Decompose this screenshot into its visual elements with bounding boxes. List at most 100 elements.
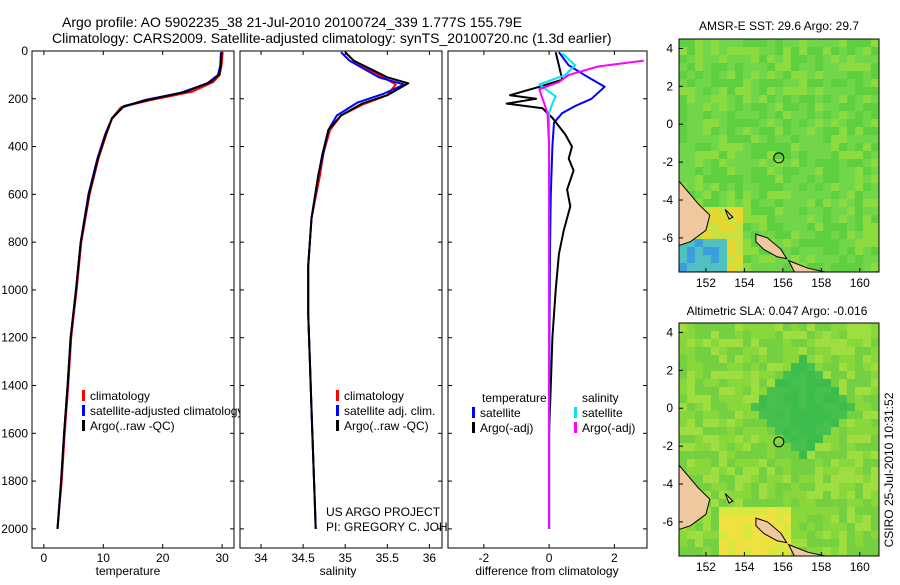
difference-panel: -2 0 2 temperature salinitysatelliteArgo(-a… xyxy=(447,50,648,578)
map-cell xyxy=(695,135,703,143)
map-cell xyxy=(751,515,759,523)
map-cell xyxy=(775,255,783,263)
map-cell xyxy=(831,339,839,347)
map-cell xyxy=(799,143,807,151)
x-tick-label: 0 xyxy=(546,551,553,565)
map-cell xyxy=(823,71,831,79)
map-cell xyxy=(783,215,791,223)
map-cell xyxy=(799,475,807,483)
map-cell xyxy=(839,403,847,411)
map-cell xyxy=(815,347,823,355)
map-cell xyxy=(863,191,871,199)
map-cell xyxy=(687,103,695,111)
map-cell xyxy=(855,183,863,191)
map-cell xyxy=(799,87,807,95)
map-cell xyxy=(823,79,831,87)
map-cell xyxy=(799,239,807,247)
map-cell xyxy=(727,499,735,507)
map-cell xyxy=(767,39,775,47)
map-cell xyxy=(711,183,719,191)
map-cell xyxy=(807,507,815,515)
map-cell xyxy=(695,111,703,119)
map-cell xyxy=(855,523,863,531)
map-cell xyxy=(759,491,767,499)
map-cell xyxy=(815,451,823,459)
map-cell xyxy=(679,427,687,435)
map-cell xyxy=(847,523,855,531)
map-cell xyxy=(807,323,815,331)
map-cell xyxy=(815,419,823,427)
map-cell xyxy=(711,223,719,231)
map-cell xyxy=(703,395,711,403)
map-cell xyxy=(727,47,735,55)
map-cell xyxy=(863,387,871,395)
map-cell xyxy=(847,411,855,419)
map-cell xyxy=(759,135,767,143)
map-cell xyxy=(711,191,719,199)
map-cell xyxy=(815,395,823,403)
map-cell xyxy=(855,379,863,387)
map-cell xyxy=(823,95,831,103)
x-tick-label: 30 xyxy=(215,551,229,565)
map-cell xyxy=(679,119,687,127)
map-cell xyxy=(711,263,719,271)
map-cell xyxy=(727,127,735,135)
legend-entry: satellite adj. clim. xyxy=(344,404,435,418)
map-cell xyxy=(767,339,775,347)
map-cell xyxy=(847,55,855,63)
map-cell xyxy=(727,451,735,459)
map-cell xyxy=(711,151,719,159)
map-cell xyxy=(719,379,727,387)
map-cell xyxy=(767,323,775,331)
map-cell xyxy=(727,119,735,127)
map-cell xyxy=(855,199,863,207)
legend-swatch xyxy=(336,405,339,416)
map-cell xyxy=(855,79,863,87)
map-cell xyxy=(719,323,727,331)
map-cell xyxy=(807,111,815,119)
map-cell xyxy=(759,443,767,451)
map-cell xyxy=(775,491,783,499)
map-cell xyxy=(791,499,799,507)
map-cell xyxy=(695,95,703,103)
map-cell xyxy=(799,531,807,539)
map-cell xyxy=(703,127,711,135)
map-cell xyxy=(743,331,751,339)
map-cell xyxy=(687,403,695,411)
map-cell xyxy=(743,207,751,215)
map-cell xyxy=(783,347,791,355)
map-cell xyxy=(735,483,743,491)
map-cell xyxy=(695,467,703,475)
map-cell xyxy=(783,515,791,523)
map-cell xyxy=(679,39,687,47)
map-cell xyxy=(767,443,775,451)
map-cell xyxy=(719,363,727,371)
map-cell xyxy=(679,331,687,339)
map-cell xyxy=(823,151,831,159)
map-cell xyxy=(831,119,839,127)
map-cell xyxy=(711,87,719,95)
map-cell xyxy=(695,539,703,547)
map-cell xyxy=(871,151,879,159)
map-cell xyxy=(711,523,719,531)
map-cell xyxy=(807,87,815,95)
map-cell xyxy=(823,475,831,483)
map-cell xyxy=(735,71,743,79)
map-cell xyxy=(799,355,807,363)
map-cell xyxy=(727,143,735,151)
map-cell xyxy=(679,135,687,143)
map-cell xyxy=(831,111,839,119)
map-cell xyxy=(775,363,783,371)
map-cell xyxy=(823,39,831,47)
map-cell xyxy=(823,199,831,207)
map-cell xyxy=(871,395,879,403)
map-cell xyxy=(807,547,815,555)
map-cell xyxy=(775,347,783,355)
map-cell xyxy=(743,387,751,395)
map-cell xyxy=(679,79,687,87)
map-cell xyxy=(687,135,695,143)
map-cell xyxy=(791,55,799,63)
map-cell xyxy=(767,427,775,435)
map-cell xyxy=(815,111,823,119)
map-x-tick-label: 160 xyxy=(850,560,870,574)
